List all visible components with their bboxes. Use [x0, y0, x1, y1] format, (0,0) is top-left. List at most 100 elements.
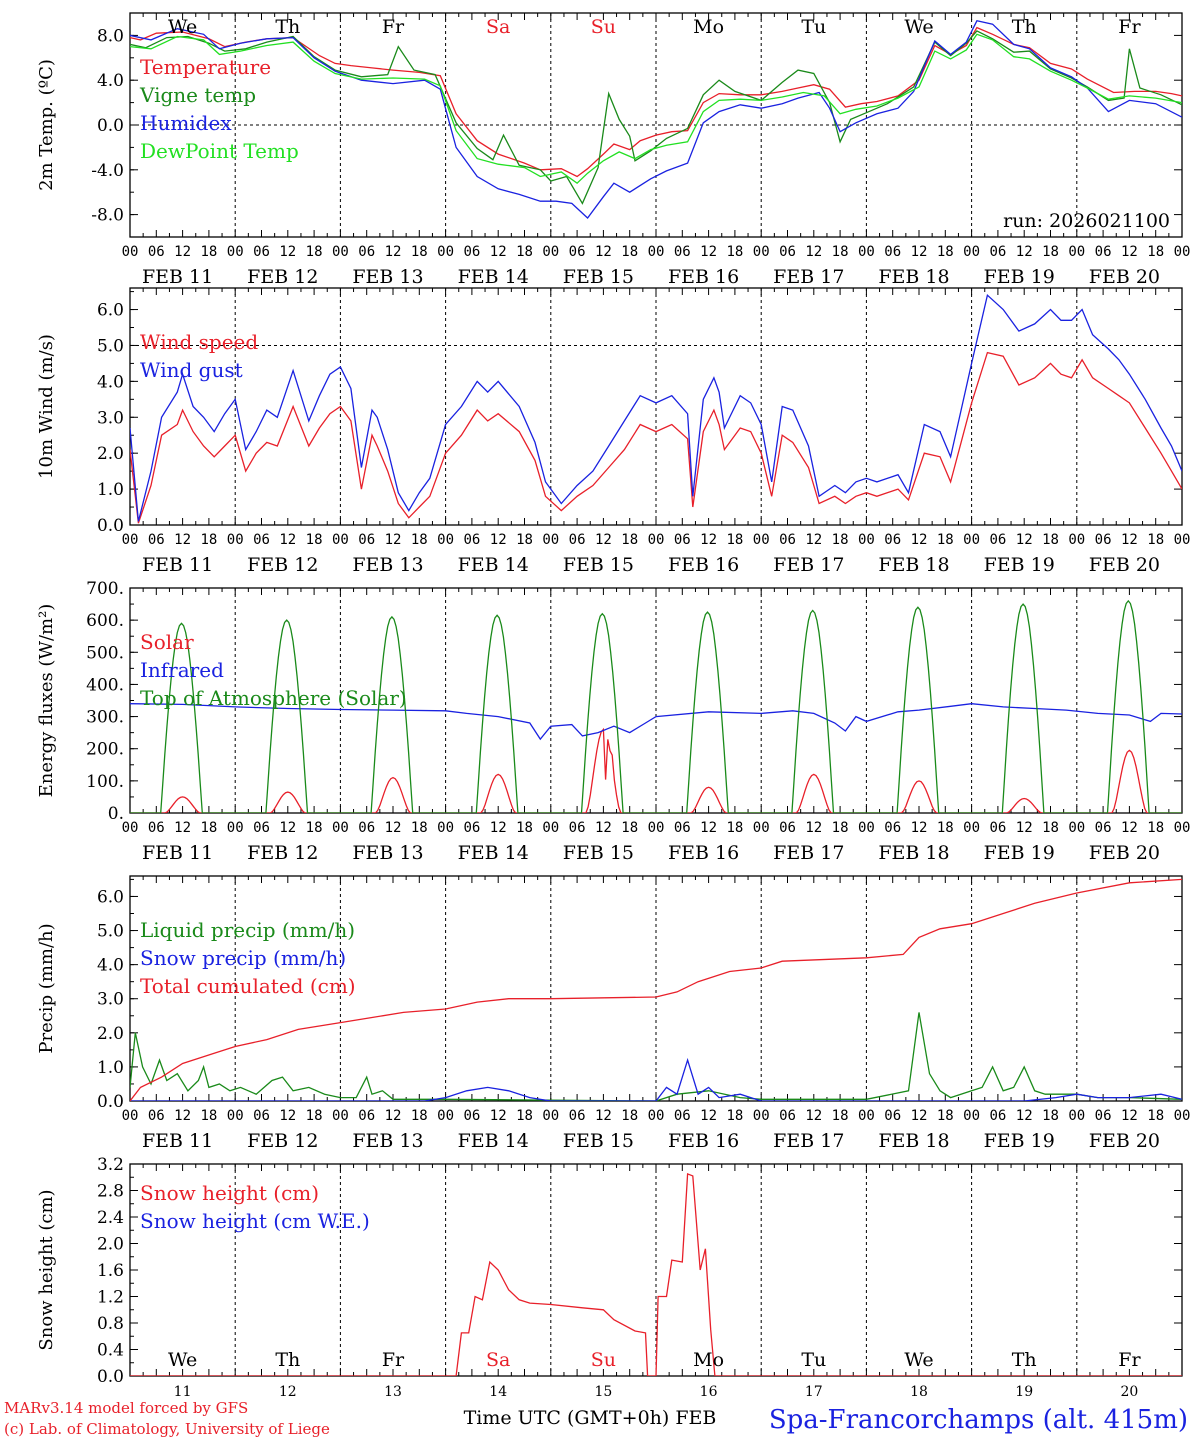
legend-entry: Snow height (cm) — [140, 1181, 319, 1205]
hour-label: 06 — [884, 1108, 901, 1124]
y-tick-label: 0.0 — [97, 116, 124, 136]
day-header: We — [168, 1349, 197, 1371]
date-label: FEB 17 — [773, 842, 844, 864]
legend-entry: Infrared — [140, 658, 224, 682]
y-axis-label: 2m Temp. (ºC) — [36, 59, 57, 191]
y-tick-label: 0. — [108, 804, 124, 824]
hour-label: 06 — [1095, 820, 1112, 836]
series-layer — [130, 20, 1182, 1376]
y-tick-label: 0.8 — [97, 1314, 124, 1334]
hour-label: 00 — [753, 1108, 770, 1124]
footer-station: Spa-Francorchamps (alt. 415m) — [769, 1405, 1188, 1435]
hour-label: 12 — [911, 244, 928, 260]
hour-label: 06 — [674, 820, 691, 836]
date-label: FEB 11 — [142, 842, 213, 864]
day-number: 13 — [384, 1384, 402, 1400]
hour-label: 12 — [595, 532, 612, 548]
hour-label: 18 — [937, 1108, 954, 1124]
date-label: FEB 20 — [1089, 266, 1160, 288]
hour-label: 18 — [1042, 244, 1059, 260]
hour-label: 06 — [674, 244, 691, 260]
date-label: FEB 13 — [352, 842, 423, 864]
date-label: FEB 11 — [142, 554, 213, 576]
hour-label: 12 — [911, 532, 928, 548]
date-label: FEB 15 — [563, 554, 634, 576]
legend-entry: Snow precip (mm/h) — [140, 946, 346, 970]
hour-label: 00 — [858, 1108, 875, 1124]
hour-label: 12 — [911, 1108, 928, 1124]
hour-label: 06 — [569, 532, 586, 548]
date-label: FEB 20 — [1089, 1130, 1160, 1152]
hour-label: 06 — [463, 1108, 480, 1124]
hour-label: 18 — [200, 1108, 217, 1124]
hour-label: 18 — [411, 820, 428, 836]
series-line — [130, 30, 1182, 205]
y-tick-label: 0.0 — [97, 1092, 124, 1112]
hour-label: 00 — [648, 532, 665, 548]
y-tick-label: 600. — [86, 611, 124, 631]
footer-lab: (c) Lab. of Climatology, University of L… — [4, 1420, 330, 1438]
date-label: FEB 17 — [773, 266, 844, 288]
hour-label: 18 — [832, 244, 849, 260]
hour-label: 18 — [516, 532, 533, 548]
hour-label: 18 — [1147, 1108, 1164, 1124]
day-number: 12 — [279, 1384, 297, 1400]
legend-entry: DewPoint Temp — [140, 139, 299, 163]
y-tick-label: 3.2 — [97, 1155, 124, 1175]
day-header: Fr — [1118, 1349, 1141, 1371]
hour-label: 00 — [542, 532, 559, 548]
date-label: FEB 19 — [984, 266, 1055, 288]
date-label: FEB 12 — [247, 554, 318, 576]
series-line — [130, 293, 1182, 522]
hour-label: 18 — [1147, 820, 1164, 836]
hour-label: 18 — [1147, 532, 1164, 548]
hour-label: 12 — [700, 1108, 717, 1124]
hour-label: 06 — [779, 532, 796, 548]
hour-label: 00 — [1068, 532, 1085, 548]
hour-label: 00 — [437, 244, 454, 260]
hour-label: 12 — [385, 532, 402, 548]
hour-label: 12 — [279, 532, 296, 548]
y-tick-label: 2.0 — [97, 444, 124, 464]
hour-label: 06 — [148, 1108, 165, 1124]
y-tick-label: 2.4 — [97, 1208, 124, 1228]
hour-label: 18 — [306, 820, 323, 836]
hour-label: 00 — [753, 820, 770, 836]
day-header: Fr — [382, 16, 405, 38]
date-label: FEB 19 — [984, 842, 1055, 864]
y-axis-label: Snow height (cm) — [36, 1189, 57, 1350]
hour-label: 06 — [148, 532, 165, 548]
hour-label: 00 — [648, 1108, 665, 1124]
day-header: Sa — [486, 1349, 510, 1371]
date-label: FEB 11 — [142, 1130, 213, 1152]
hour-label: 18 — [411, 532, 428, 548]
hour-label: 00 — [963, 820, 980, 836]
day-header: Th — [275, 1349, 300, 1371]
hour-label: 06 — [1095, 244, 1112, 260]
hour-label: 12 — [1121, 532, 1138, 548]
hour-label: 06 — [253, 820, 270, 836]
hour-label: 12 — [1121, 820, 1138, 836]
hour-label: 06 — [253, 532, 270, 548]
hour-label: 06 — [148, 820, 165, 836]
hour-label: 06 — [989, 1108, 1006, 1124]
hour-label: 00 — [332, 820, 349, 836]
date-label: FEB 12 — [247, 266, 318, 288]
hour-label: 12 — [805, 820, 822, 836]
hour-label: 12 — [700, 820, 717, 836]
hour-label: 18 — [726, 532, 743, 548]
date-label: FEB 13 — [352, 554, 423, 576]
hour-label: 00 — [1068, 244, 1085, 260]
hour-label: 00 — [648, 244, 665, 260]
y-tick-label: 4.0 — [97, 71, 124, 91]
y-tick-label: 4.0 — [97, 956, 124, 976]
hour-label: 06 — [884, 532, 901, 548]
y-tick-label: 2.0 — [97, 1235, 124, 1255]
hour-label: 18 — [1042, 820, 1059, 836]
hour-label: 12 — [174, 244, 191, 260]
hour-label: 18 — [937, 532, 954, 548]
hour-label: 06 — [148, 244, 165, 260]
date-label: FEB 15 — [563, 1130, 634, 1152]
hour-label: 18 — [306, 244, 323, 260]
